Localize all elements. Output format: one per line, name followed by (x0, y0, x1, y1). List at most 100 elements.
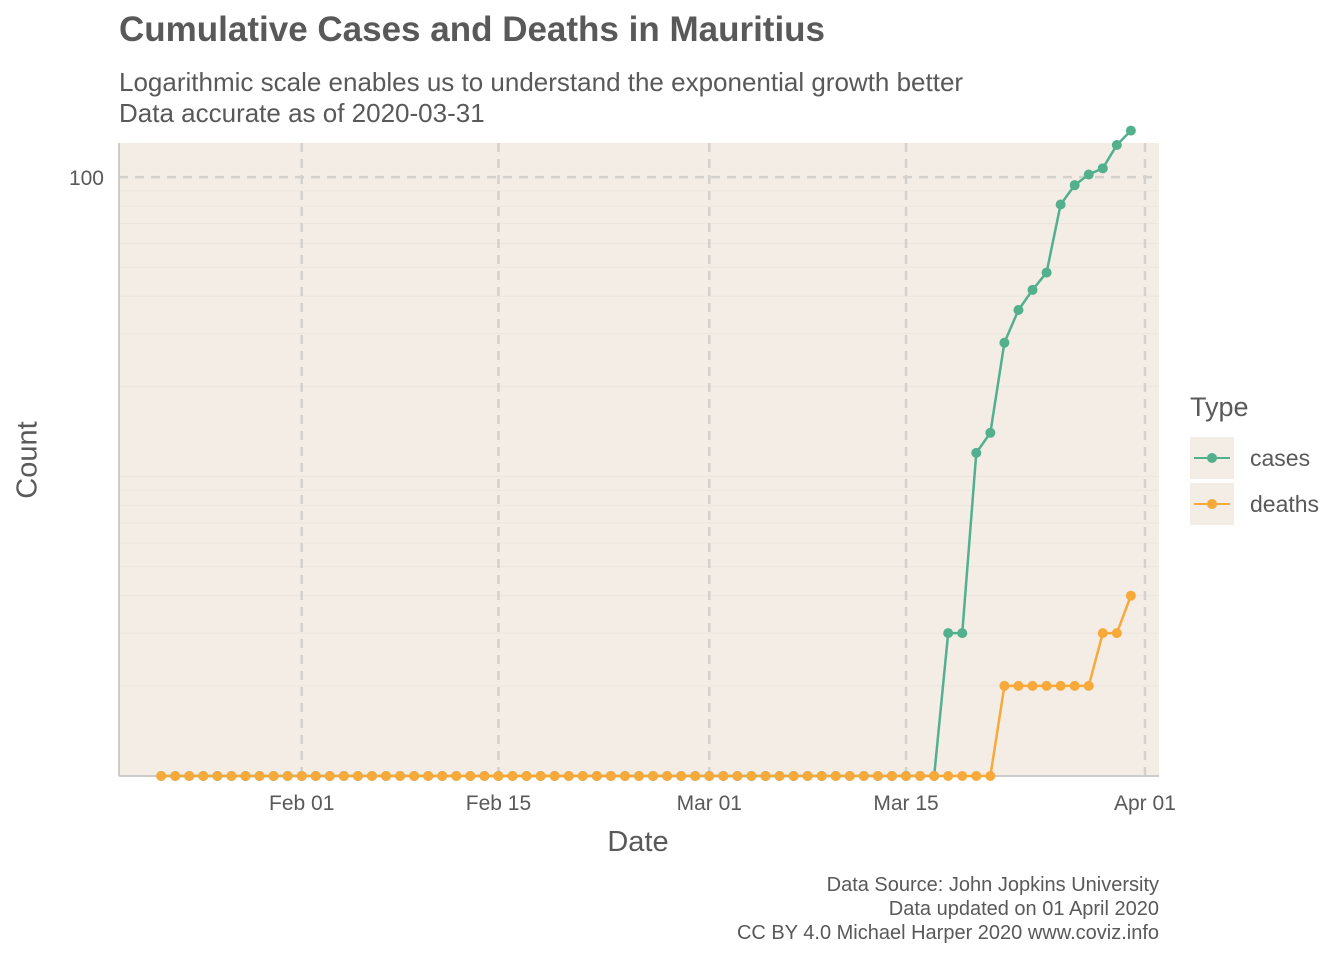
legend-item-cases: cases (1190, 437, 1340, 479)
deaths-point (788, 771, 799, 781)
deaths-point (381, 771, 392, 781)
deaths-point (872, 771, 883, 781)
chart-subtitle-line2: Data accurate as of 2020-03-31 (119, 98, 485, 128)
deaths-point (943, 771, 954, 781)
deaths-point (957, 771, 968, 781)
deaths-point (563, 771, 574, 781)
legend-key-cases (1190, 437, 1234, 479)
deaths-point (226, 771, 237, 781)
cases-point (1055, 199, 1066, 210)
deaths-point (184, 771, 195, 781)
deaths-point (1125, 590, 1136, 601)
x-tick-label: Feb 01 (269, 792, 334, 815)
cases-point (1027, 284, 1038, 295)
deaths-point (704, 771, 715, 781)
deaths-point (409, 771, 420, 781)
deaths-point (423, 771, 434, 781)
deaths-point (732, 771, 743, 781)
x-tick-label: Mar 01 (677, 792, 742, 815)
deaths-point (395, 771, 406, 781)
deaths-point (254, 771, 265, 781)
deaths-point (521, 771, 532, 781)
x-tick-label: Mar 15 (873, 792, 938, 815)
deaths-point (718, 771, 729, 781)
tick-labels: Feb 01 Feb 15 Mar 01 Mar 15 Apr 01 100 (69, 167, 1176, 815)
major-gridlines (119, 143, 1159, 776)
legend-key-deaths (1190, 483, 1234, 525)
chart-subtitle-line1: Logarithmic scale enables us to understa… (119, 67, 964, 97)
deaths-point (1111, 628, 1122, 639)
cases-point (1041, 267, 1052, 278)
deaths-point (915, 771, 926, 781)
cases-point (971, 447, 982, 458)
minor-gridlines (119, 190, 1159, 687)
deaths-point (1027, 680, 1038, 691)
deaths-point (352, 771, 363, 781)
cases-point (1013, 304, 1024, 315)
cases-point (957, 628, 968, 639)
deaths-point (774, 771, 785, 781)
y-axis-label: Count (11, 421, 44, 499)
deaths-point (493, 771, 504, 781)
legend-label-deaths: deaths (1250, 491, 1320, 517)
deaths-point (648, 771, 659, 781)
deaths-point (591, 771, 602, 781)
deaths-point (830, 771, 841, 781)
deaths-point (451, 771, 462, 781)
deaths-point (156, 771, 167, 781)
deaths-point (858, 771, 869, 781)
deaths-point (437, 771, 448, 781)
deaths-point (760, 771, 771, 781)
caption-updated: Data updated on 01 April 2020 (888, 898, 1159, 920)
deaths-point (1041, 680, 1052, 691)
legend-title: Type (1190, 392, 1249, 422)
cases-point (985, 427, 996, 438)
legend-item-deaths: deaths (1190, 483, 1340, 525)
x-axis-label: Date (607, 826, 669, 858)
y-tick-label: 100 (69, 167, 104, 190)
chart-title: Cumulative Cases and Deaths in Mauritius (119, 10, 826, 49)
deaths-point (605, 771, 616, 781)
deaths-point (212, 771, 223, 781)
x-tick-label: Apr 01 (1114, 792, 1176, 815)
legend-label-cases: cases (1250, 445, 1311, 471)
deaths-point (676, 771, 687, 781)
deaths-point (170, 771, 181, 781)
deaths-point (296, 771, 307, 781)
deaths-point (324, 771, 335, 781)
deaths-line (161, 595, 1133, 778)
deaths-point (662, 771, 673, 781)
deaths-point (1097, 628, 1108, 639)
cases-point (1069, 180, 1080, 191)
cases-point (943, 628, 954, 639)
deaths-point (816, 771, 827, 781)
deaths-point (366, 771, 377, 781)
deaths-point (690, 771, 701, 781)
deaths-point (619, 771, 630, 781)
deaths-point (198, 771, 209, 781)
deaths-point (802, 771, 813, 781)
cases-point (1097, 163, 1108, 174)
deaths-point (886, 771, 897, 781)
deaths-point (507, 771, 518, 781)
x-tick-label: Feb 15 (466, 792, 531, 815)
caption-license: CC BY 4.0 Michael Harper 2020 www.coviz.… (736, 922, 1159, 944)
deaths-point (577, 771, 588, 781)
deaths-point (535, 771, 546, 781)
deaths-point (282, 771, 293, 781)
deaths-point (240, 771, 251, 781)
deaths-point (1013, 680, 1024, 691)
cases-point (999, 337, 1010, 348)
cases-point (1111, 140, 1122, 151)
deaths-point (844, 771, 855, 781)
deaths-point (1055, 680, 1066, 691)
deaths-point (268, 771, 279, 781)
caption-source: Data Source: John Jopkins University (826, 874, 1159, 896)
deaths-point (338, 771, 349, 781)
deaths-point (746, 771, 757, 781)
deaths-point (985, 771, 996, 781)
series-layer (156, 125, 1136, 781)
deaths-point (971, 771, 982, 781)
deaths-point (310, 771, 321, 781)
deaths-point (634, 771, 644, 781)
